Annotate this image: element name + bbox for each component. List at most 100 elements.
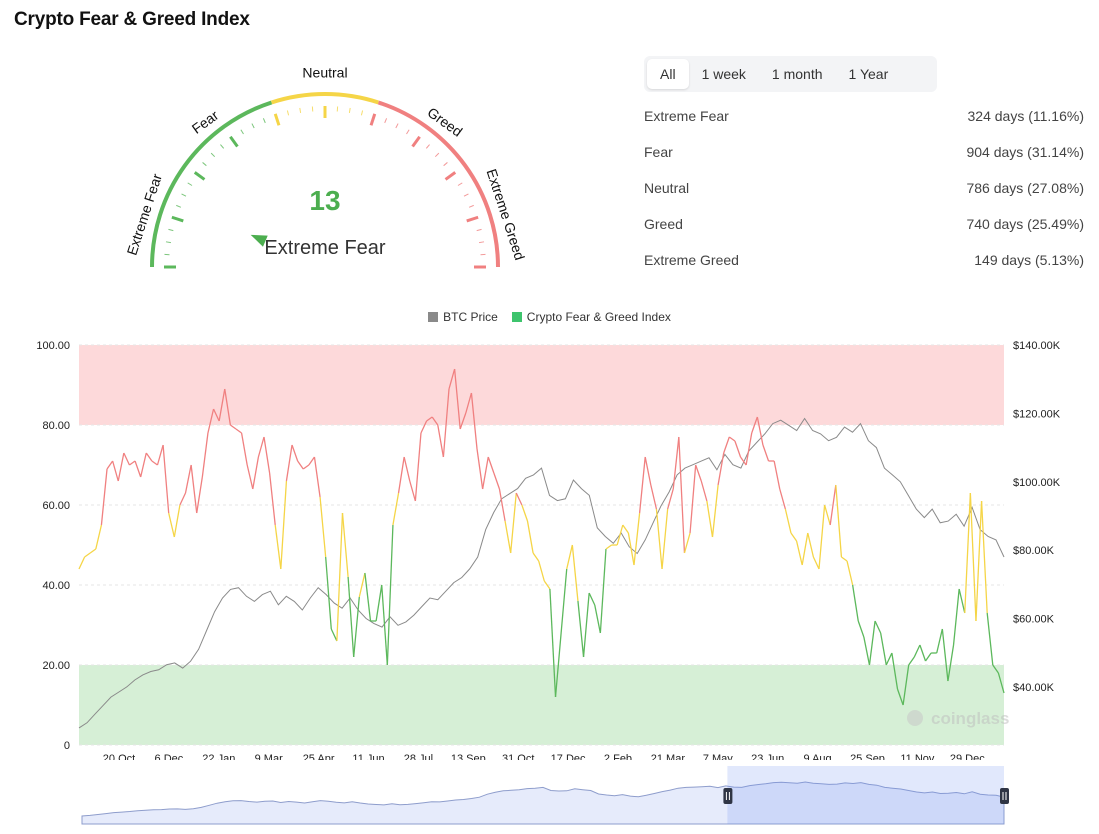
tab-1-month[interactable]: 1 month: [771, 66, 823, 82]
coinglass-watermark: coinglass: [907, 709, 1009, 728]
y-left-tick-label: 40.00: [42, 580, 70, 592]
x-tick-label: 7 May: [703, 753, 733, 760]
fear-greed-line-segment: [409, 480, 416, 502]
x-tick-label: 28 Jul: [404, 753, 433, 760]
x-tick-label: 25 Apr: [303, 753, 335, 760]
fear-greed-line-segment: [414, 432, 422, 502]
fear-greed-line-segment: [829, 484, 837, 526]
fear-greed-line-segment: [711, 484, 719, 538]
gauge-tick: [273, 113, 281, 126]
tab-1-year[interactable]: 1 Year: [848, 66, 889, 82]
stat-row-greed: Greed 740 days (25.49%): [644, 216, 1084, 252]
gauge-tick: [479, 241, 485, 244]
fear-greed-line-segment: [807, 532, 815, 558]
gauge-tick: [369, 113, 377, 126]
x-tick-label: 11 Nov: [900, 753, 935, 760]
fear-greed-line-segment: [672, 436, 680, 490]
fear-greed-chart[interactable]: 0 20.00 40.00 60.00 80.00 100.00 $40.00K $60.00…: [0, 330, 1099, 760]
gauge-tick: [468, 204, 474, 208]
fear-greed-line-segment: [790, 532, 798, 542]
fear-greed-line-segment: [992, 664, 999, 674]
fear-greed-line-segment: [364, 572, 372, 622]
fear-greed-line-segment: [812, 556, 820, 570]
fear-greed-line-segment: [964, 492, 972, 614]
fear-greed-line-segment: [470, 392, 478, 450]
fear-greed-line-segment: [818, 504, 826, 570]
fear-greed-line-segment: [268, 472, 276, 526]
fear-greed-line-segment: [773, 460, 781, 490]
stat-row-fear: Fear 904 days (31.14%): [644, 144, 1084, 180]
fear-greed-line-segment: [78, 556, 86, 570]
gauge-tick: [210, 152, 216, 158]
fear-greed-line-segment: [358, 572, 366, 598]
fear-greed-line-segment: [622, 524, 629, 534]
fear-greed-line-segment: [123, 452, 131, 466]
fear-greed-line-segment: [571, 544, 579, 602]
fear-greed-line-segment: [302, 464, 310, 470]
fear-greed-line-segment: [958, 588, 966, 614]
fear-greed-line-segment: [515, 492, 523, 506]
fear-greed-line-segment: [728, 436, 736, 442]
extreme-greed-band: [79, 345, 1004, 425]
fear-greed-line-segment: [997, 672, 1005, 694]
x-tick-label: 13 Sep: [451, 753, 486, 760]
fear-greed-line-segment: [599, 548, 607, 634]
fear-greed-line-segment: [913, 644, 921, 658]
fear-greed-line-segment: [947, 644, 955, 682]
tab-1-week[interactable]: 1 week: [701, 66, 746, 82]
fear-greed-line-segment: [207, 408, 215, 434]
x-tick-label: 9 Aug: [804, 753, 832, 760]
fear-greed-line-segment: [212, 408, 220, 422]
time-navigator[interactable]: [0, 760, 1099, 830]
gauge-tick: [229, 135, 239, 148]
stat-value: 149 days (5.13%): [974, 252, 1084, 268]
fear-greed-line-segment: [336, 512, 344, 642]
fear-greed-line-segment: [650, 484, 658, 510]
y-right-tick-label: $40.00K: [1013, 682, 1055, 694]
gauge-tick: [406, 129, 410, 135]
legend-swatch-grey: [428, 312, 439, 322]
coinglass-logo-icon: [907, 710, 923, 726]
fear-greed-line-segment: [437, 424, 445, 458]
fear-greed-line-segment: [319, 496, 327, 558]
fear-greed-line-segment: [532, 552, 540, 562]
fear-greed-line-segment: [263, 436, 271, 474]
gauge-tick: [411, 135, 421, 148]
fear-greed-line-segment: [224, 388, 232, 426]
fear-greed-line-segment: [756, 416, 764, 446]
tab-all[interactable]: All: [647, 59, 689, 89]
gauge-zone-label: Greed: [425, 104, 466, 140]
fear-greed-line-segment: [577, 600, 585, 658]
fear-greed-line-segment: [240, 432, 248, 466]
navigator-handle-left[interactable]: [723, 788, 733, 804]
fear-greed-line-segment: [168, 512, 175, 538]
stat-value: 786 days (27.08%): [966, 180, 1084, 196]
fear-greed-line-segment: [846, 560, 854, 586]
fear-greed-line-segment: [857, 620, 865, 638]
fear-greed-line-segment: [100, 468, 108, 526]
fear-greed-line-segment: [313, 456, 321, 498]
fear-greed-line-segment: [257, 436, 265, 458]
gauge-tick: [181, 193, 187, 197]
fear-greed-line-segment: [723, 436, 730, 454]
stat-label: Greed: [644, 216, 683, 232]
fear-greed-line-segment: [863, 636, 871, 666]
gauge-tick: [476, 228, 482, 232]
fear-greed-line-segment: [588, 592, 596, 606]
fear-greed-line-segment: [493, 472, 501, 490]
fear-greed-line-segment: [442, 388, 450, 458]
legend-item-fear-greed[interactable]: Crypto Fear & Greed Index: [511, 310, 671, 324]
fear-greed-line-segment: [734, 440, 742, 458]
fear-greed-line-segment: [554, 632, 562, 698]
legend-item-btc-price[interactable]: BTC Price: [428, 310, 498, 324]
fear-greed-line-segment: [453, 368, 461, 430]
legend-label: Crypto Fear & Greed Index: [526, 310, 671, 324]
navigator-handle-right[interactable]: [1000, 788, 1009, 804]
fear-greed-line-segment: [481, 456, 489, 490]
fear-greed-line-segment: [308, 456, 315, 466]
page-title: Crypto Fear & Greed Index: [14, 9, 250, 30]
fear-greed-line-segment: [403, 456, 411, 482]
gauge-arc-segment: [377, 100, 500, 268]
gauge-tick: [463, 193, 469, 197]
